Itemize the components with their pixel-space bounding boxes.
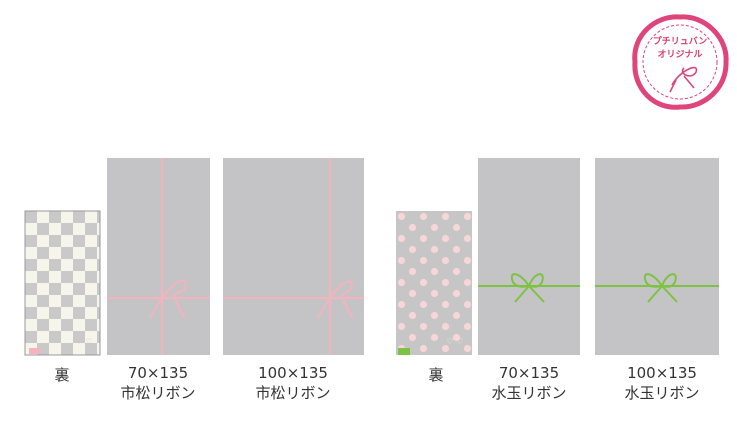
ribbon-card-pink: [223, 158, 364, 355]
caption-name: 市松リボン: [120, 384, 195, 402]
svg-text:♡ ♡: ♡ ♡: [447, 337, 464, 346]
caption: 裏: [428, 366, 443, 384]
svg-text:♡ ♡: ♡ ♡: [76, 337, 93, 346]
badge-line: オリジナル: [657, 49, 702, 60]
badge: プチリュバン オリジナル: [632, 14, 729, 110]
ribbon-card-pink: [107, 158, 210, 355]
checker-back: ♡ ♡: [24, 210, 101, 356]
badge-line: プチリュバン: [653, 35, 707, 47]
ribbon-card-green: [478, 158, 580, 355]
caption: 裏: [54, 366, 69, 384]
caption-size: 100×135: [258, 364, 328, 382]
dots-back: ♡ ♡: [396, 211, 472, 355]
ribbon-card-green: [595, 158, 719, 355]
caption-size: 70×135: [499, 364, 559, 382]
caption-size: 100×135: [627, 364, 697, 382]
caption-size: 70×135: [128, 364, 188, 382]
caption-name: 水玉リボン: [624, 384, 699, 402]
caption-name: 水玉リボン: [491, 384, 566, 402]
caption-name: 市松リボン: [255, 384, 330, 402]
